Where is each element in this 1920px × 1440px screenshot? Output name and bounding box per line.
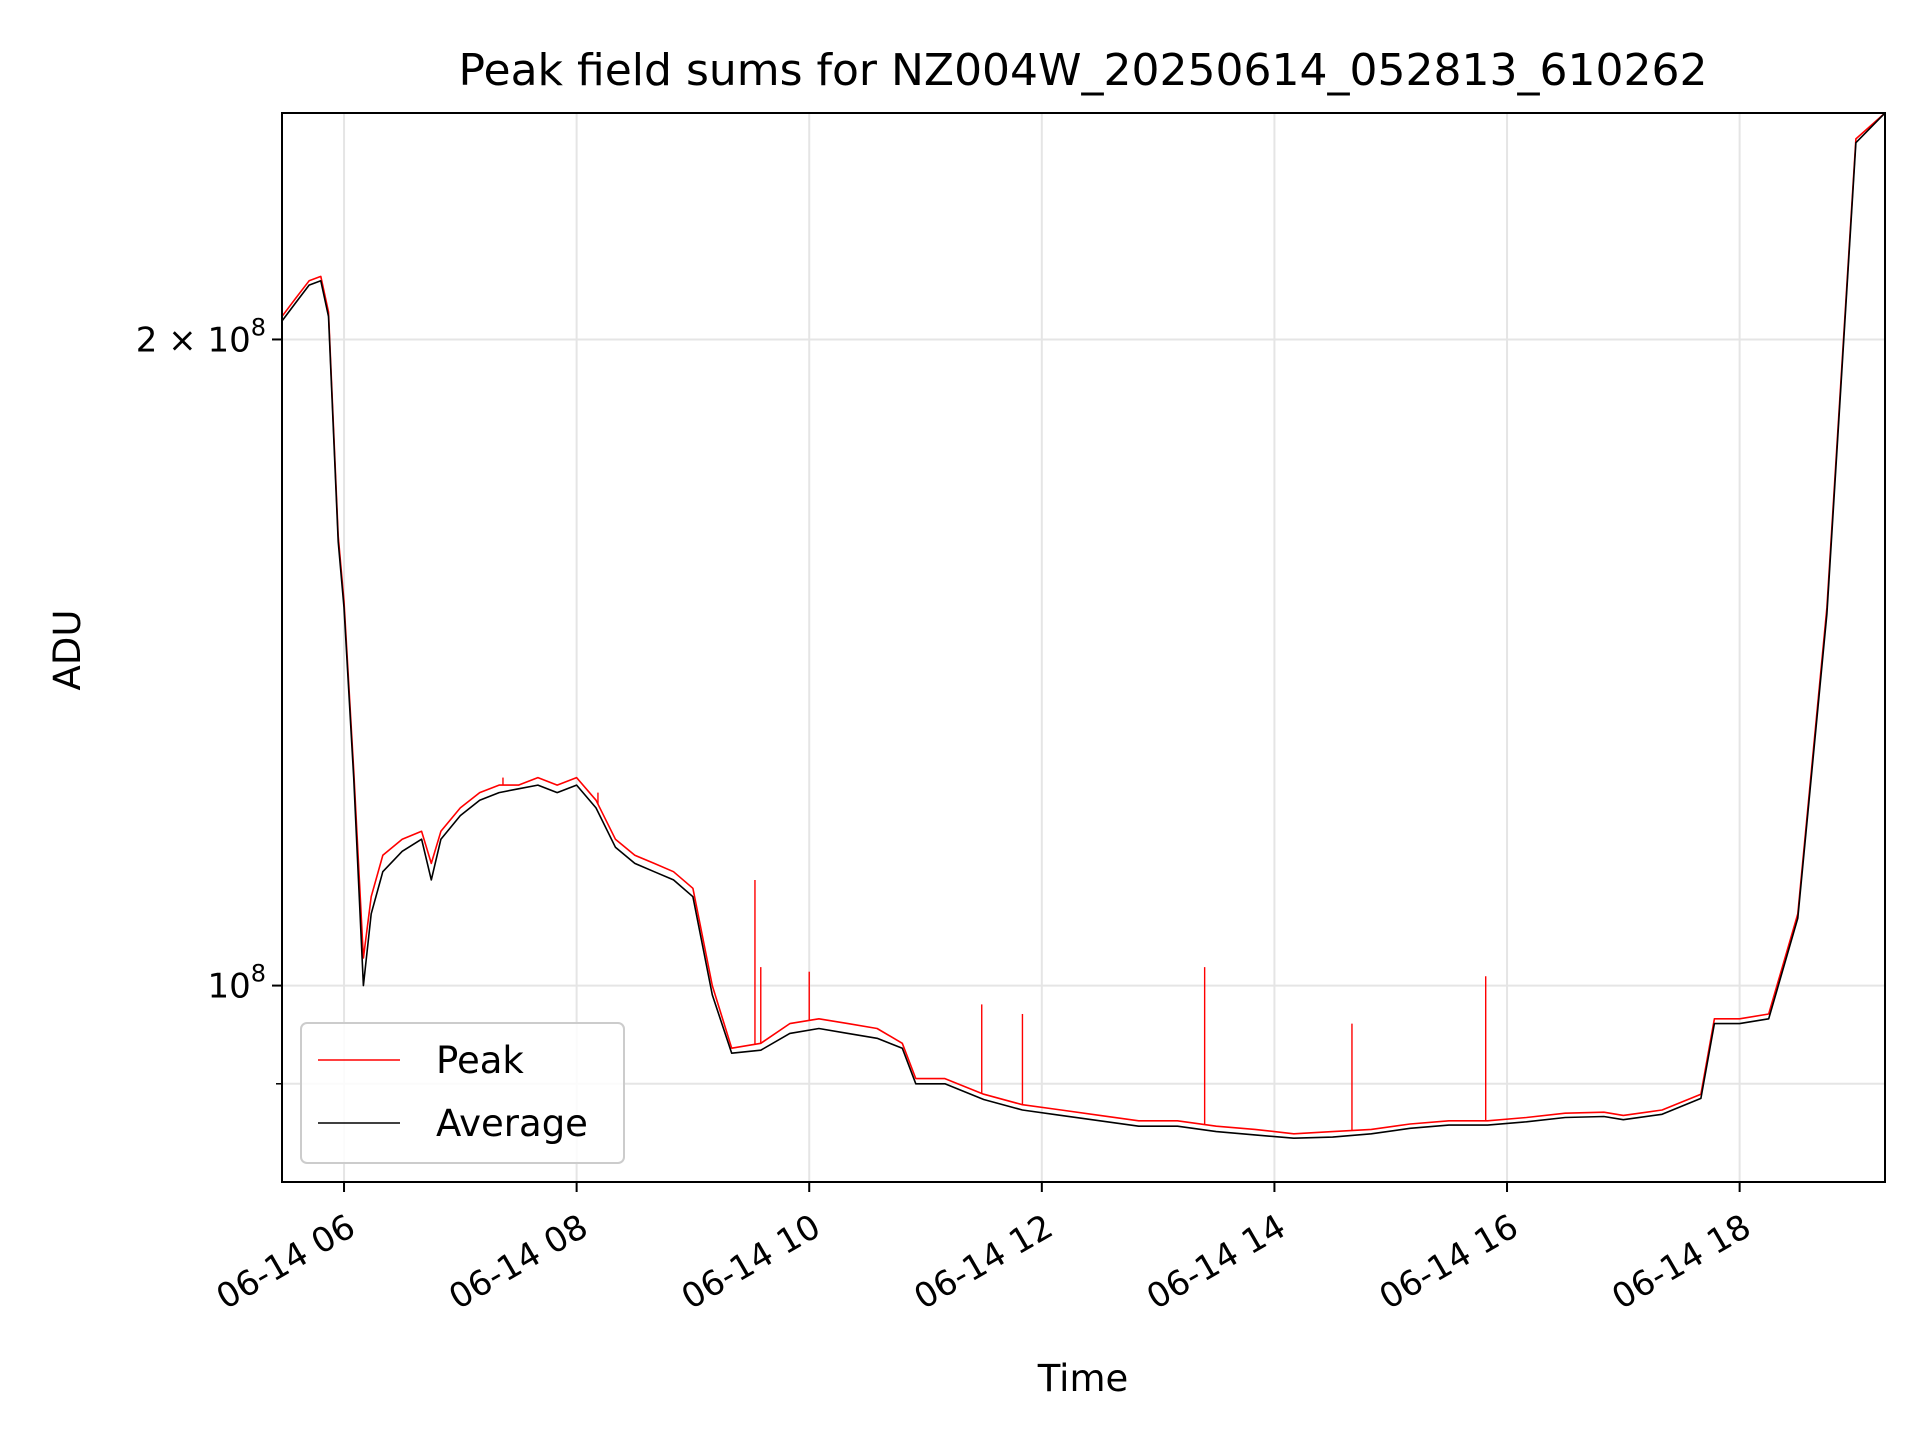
y-tick-exponent: 8 xyxy=(251,313,266,341)
series-group xyxy=(282,113,1885,1139)
y-tick-label: 108 xyxy=(207,960,266,1007)
legend-peak-label: Peak xyxy=(436,1039,524,1082)
x-axis-label: Time xyxy=(1037,1357,1129,1400)
grid-lines xyxy=(282,113,1885,1182)
plot-frame xyxy=(281,112,1886,1183)
chart-title: Peak field sums for NZ004W_20250614_0528… xyxy=(459,45,1708,96)
y-tick-base: 10 xyxy=(207,967,250,1007)
y-tick-label: 2 × 108 xyxy=(136,313,266,360)
series-line-peak xyxy=(282,113,1885,1135)
series-line-average xyxy=(282,113,1885,1139)
y-tick-exponent: 8 xyxy=(251,960,266,988)
y-axis-label: ADU xyxy=(46,610,89,691)
legend-box xyxy=(300,1022,625,1164)
y-tick-base: 2 × 10 xyxy=(136,320,251,360)
series-layer xyxy=(282,113,1885,1139)
legend: Peak Average xyxy=(300,1022,625,1164)
legend-average-label: Average xyxy=(436,1102,588,1145)
